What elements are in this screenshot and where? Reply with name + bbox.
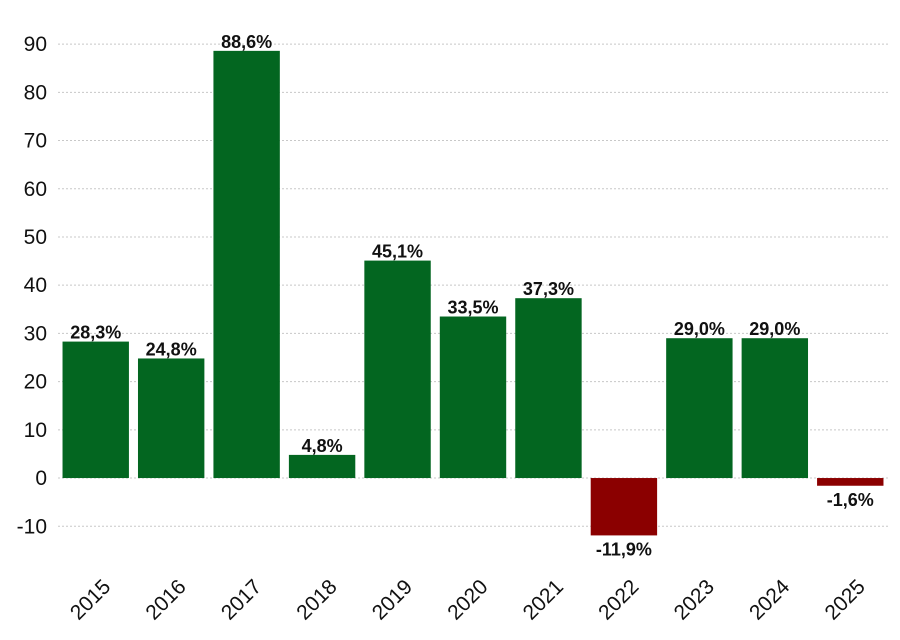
- x-axis-ticks: 2015 2016 2017 2018 2019 2020 2021 2022 2023 2024…: [66, 575, 870, 625]
- data-label-2020: 33,5%: [447, 298, 498, 318]
- y-tick-label: 60: [24, 178, 47, 201]
- x-tick-label-2019: 2019: [368, 575, 417, 624]
- y-tick-label: 90: [24, 33, 47, 56]
- bar-2018: [288, 454, 356, 479]
- x-tick-label-2023: 2023: [670, 575, 719, 624]
- bar-2021: [515, 298, 582, 479]
- data-label-2024: 29,0%: [749, 319, 800, 339]
- data-labels: 28,3% 24,8% 88,6% 4,8% 45,1% 33,5% 37,3% -11,9%…: [70, 32, 874, 560]
- data-label-2023: 29,0%: [674, 319, 725, 339]
- bar-2016: [137, 358, 205, 479]
- y-axis-ticks: -10 0 10 20 30 40 50 60 70 80 90: [17, 33, 47, 538]
- x-tick-label-2022: 2022: [594, 575, 643, 624]
- data-label-2022: -11,9%: [596, 539, 652, 559]
- bar-2024: [741, 338, 809, 479]
- y-tick-label: 40: [24, 274, 47, 297]
- x-tick-label-2025: 2025: [821, 575, 870, 624]
- data-label-2025: -1,6%: [827, 490, 874, 510]
- x-tick-label-2017: 2017: [217, 575, 266, 624]
- data-label-2018: 4,8%: [302, 436, 343, 456]
- data-label-2021: 37,3%: [523, 279, 574, 299]
- y-tick-label: 20: [24, 371, 47, 394]
- bar-2023: [666, 338, 733, 479]
- x-tick-label-2021: 2021: [519, 575, 568, 624]
- x-tick-label-2015: 2015: [66, 575, 115, 624]
- data-label-2017: 88,6%: [221, 32, 272, 52]
- y-tick-label: 30: [24, 322, 47, 345]
- y-tick-label: 70: [24, 130, 47, 153]
- x-tick-label-2016: 2016: [141, 575, 190, 624]
- x-tick-label-2020: 2020: [443, 575, 492, 624]
- y-tick-label: 0: [35, 467, 47, 490]
- data-label-2016: 24,8%: [146, 339, 197, 359]
- y-tick-label: 50: [24, 226, 47, 249]
- x-tick-label-2024: 2024: [745, 575, 795, 625]
- bar-2022: [590, 478, 658, 536]
- bar-2025: [817, 478, 884, 486]
- data-label-2015: 28,3%: [70, 323, 121, 343]
- y-tick-label: 80: [24, 81, 47, 104]
- bar-2019: [364, 260, 431, 479]
- bars: [62, 50, 884, 536]
- data-label-2019: 45,1%: [372, 242, 423, 262]
- bar-2017: [213, 50, 280, 479]
- y-tick-label: 10: [24, 419, 47, 442]
- bar-2020: [439, 316, 507, 479]
- bar-2015: [62, 341, 129, 479]
- y-tick-label: -10: [17, 515, 47, 538]
- x-tick-label-2018: 2018: [292, 575, 341, 624]
